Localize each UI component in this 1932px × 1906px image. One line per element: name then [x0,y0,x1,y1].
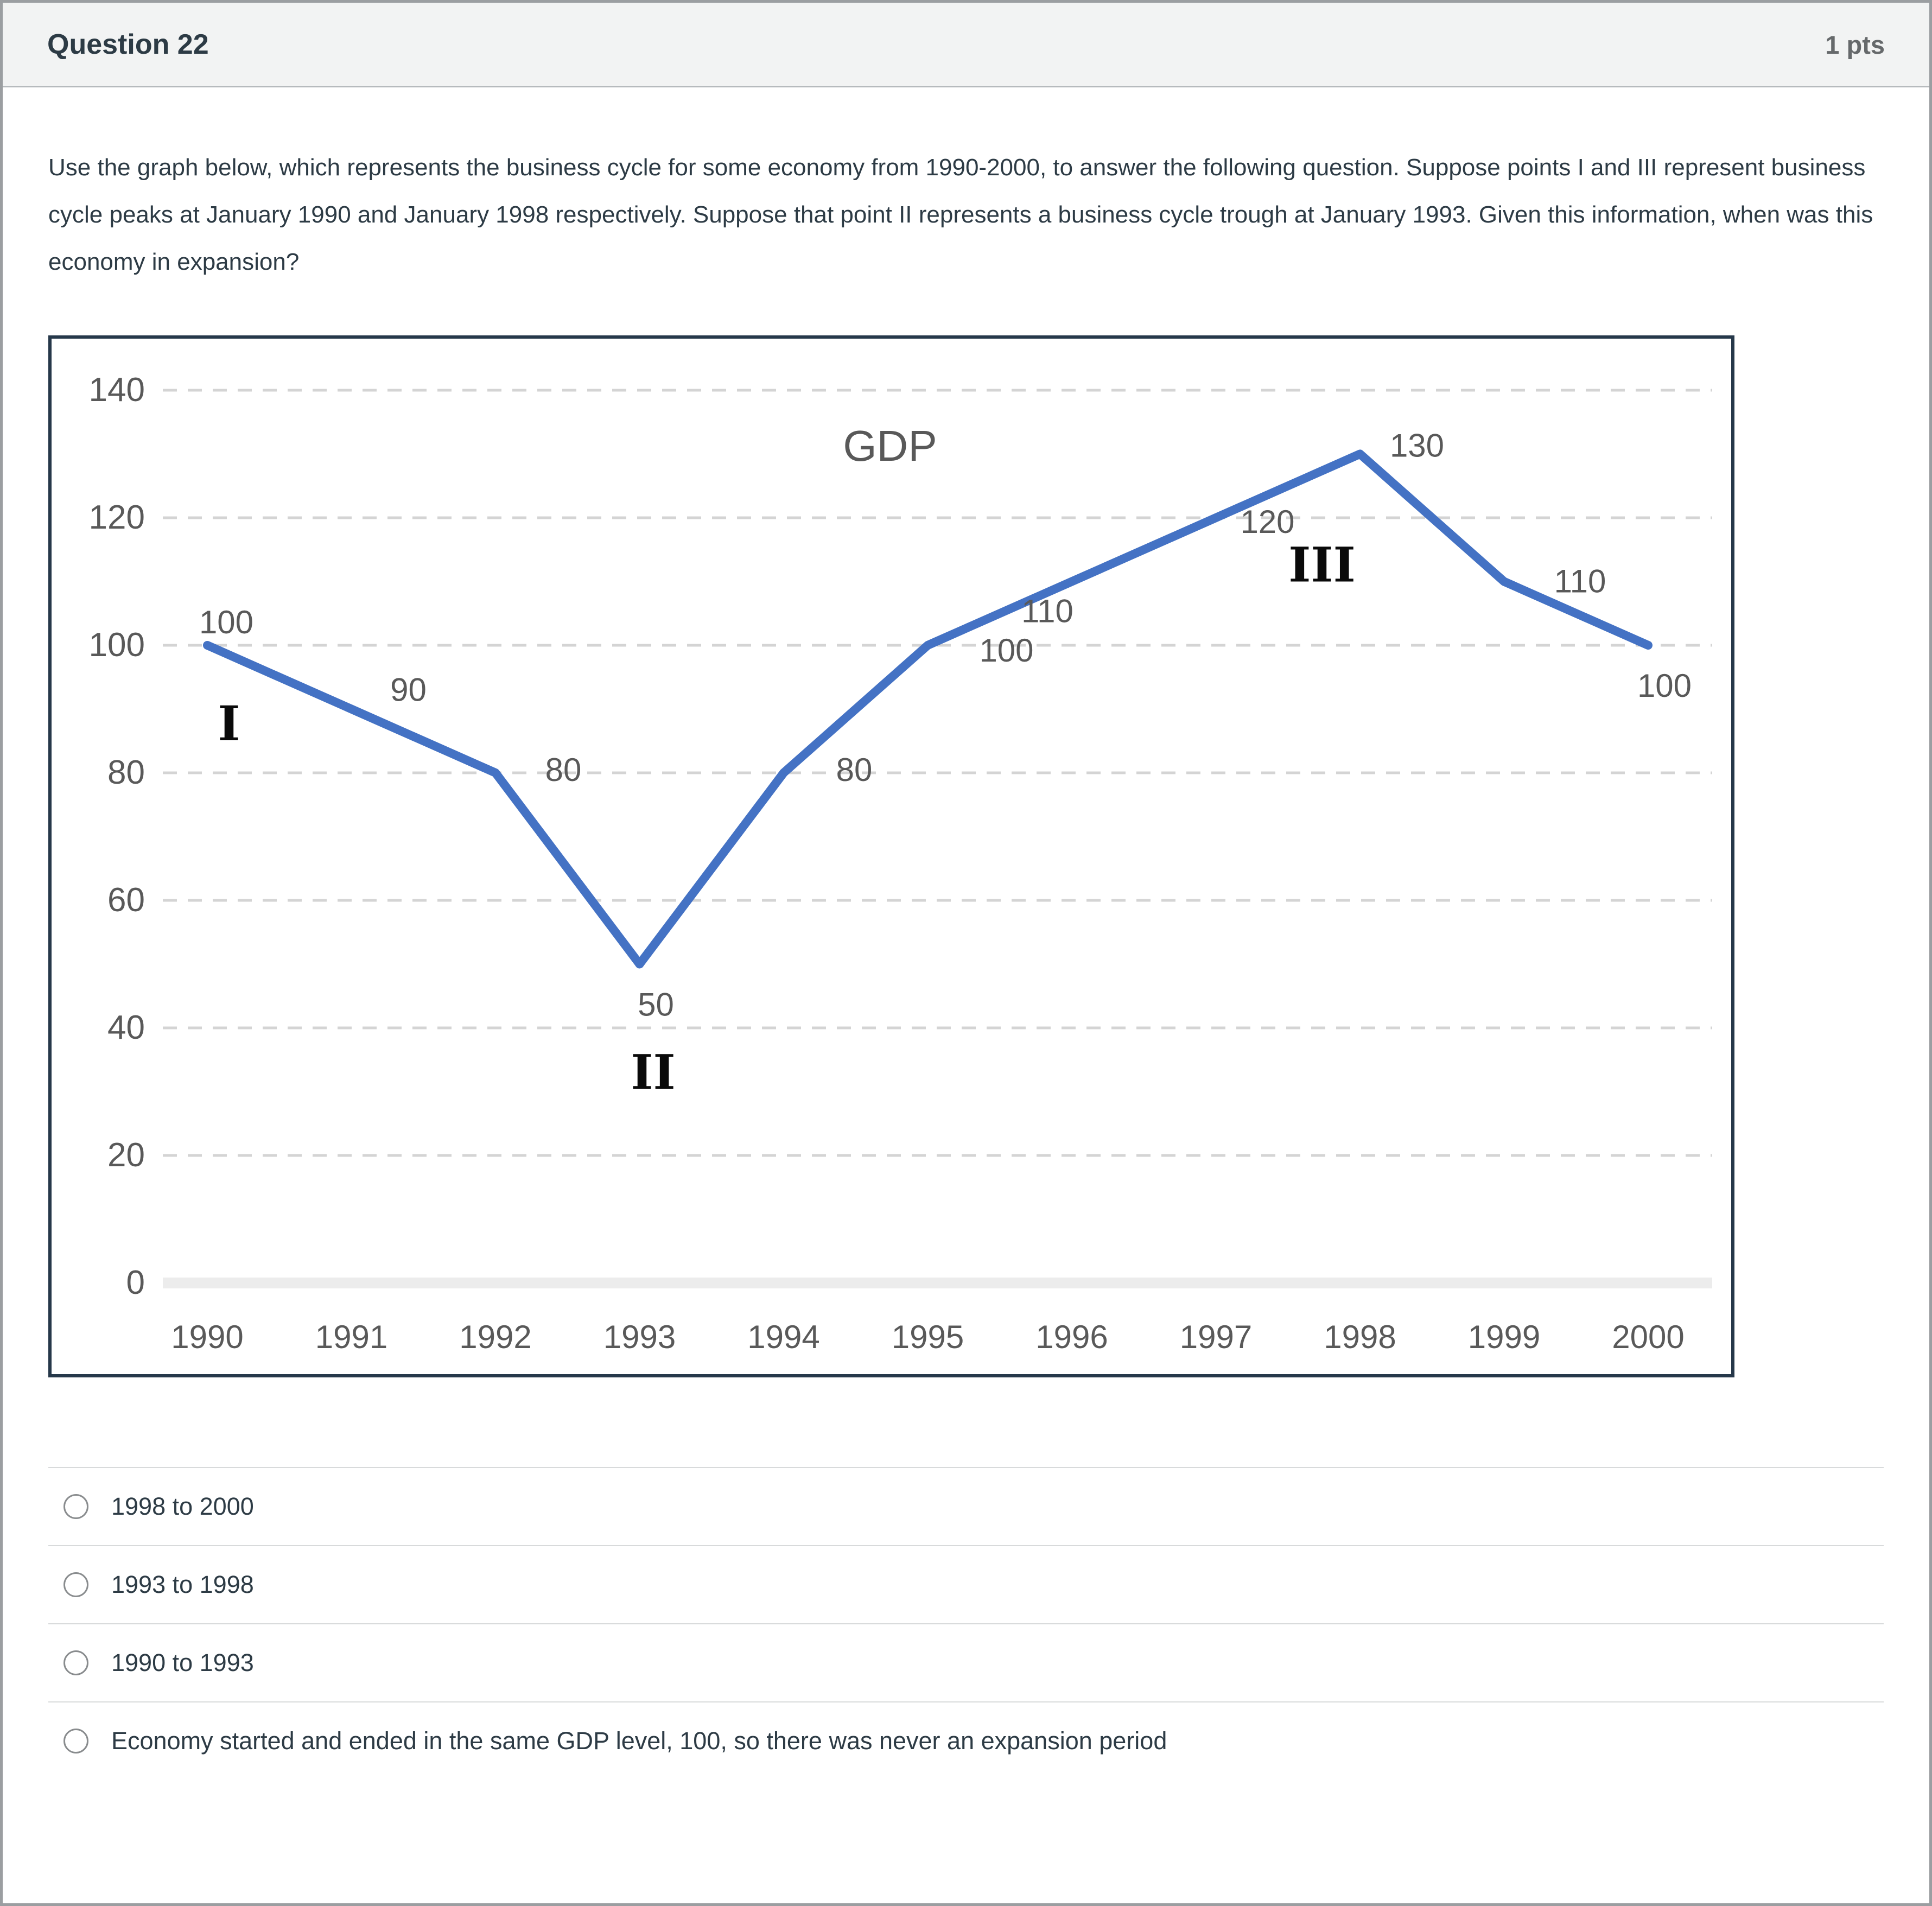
data-point-label-1990: 100 [199,604,253,640]
y-tick-label-140: 140 [89,371,145,409]
question-title: Question 22 [47,29,209,60]
y-tick-label-60: 60 [107,881,145,919]
question-header: Question 22 1 pts [3,3,1929,87]
annotation-III: III [1288,537,1356,593]
option-label-4: Economy started and ended in the same GD… [111,1727,1167,1755]
y-tick-label-100: 100 [89,626,145,664]
option-radio-2[interactable] [63,1572,88,1597]
y-tick-label-40: 40 [107,1009,145,1046]
chart-title: GDP [843,422,937,470]
option-row-1[interactable]: 1998 to 2000 [48,1467,1884,1545]
data-point-label-1993: 50 [638,987,674,1023]
data-point-label-2000: 100 [1637,668,1692,704]
x-tick-label-1994: 1994 [747,1319,819,1355]
y-tick-label-80: 80 [107,754,145,791]
option-row-3[interactable]: 1990 to 1993 [48,1623,1884,1701]
y-tick-label-0: 0 [126,1264,145,1301]
business-cycle-chart: 0 20 40 60 80 100 120 140 1990 1991 1992 1993 1994 19… [89,371,1712,1355]
x-tick-label-1991: 1991 [315,1319,387,1355]
gdp-line-series [203,449,1653,969]
option-label-1: 1998 to 2000 [111,1492,254,1520]
x-tick-label-1995: 1995 [892,1319,964,1355]
x-tick-label-2000: 2000 [1612,1319,1684,1355]
x-tick-label-1993: 1993 [603,1319,676,1355]
data-point-label-1998: 130 [1390,428,1444,464]
data-point-label-1991: 90 [390,672,427,708]
x-tick-label-1996: 1996 [1035,1319,1108,1355]
question-text: Use the graph below, which represents th… [48,154,1873,275]
question-points-badge: 1 pts [1825,30,1885,59]
data-point-label-1996: 110 [1021,593,1073,630]
y-tick-label-120: 120 [89,499,145,536]
answer-options: 1998 to 2000 1993 to 1998 1990 to 1993 E… [48,1467,1884,1780]
option-row-4[interactable]: Economy started and ended in the same GD… [48,1701,1884,1780]
data-point-label-1992: 80 [545,752,582,788]
x-tick-label-1997: 1997 [1180,1319,1252,1355]
option-radio-3[interactable] [63,1650,88,1675]
data-point-label-1997: 120 [1240,504,1294,540]
x-tick-label-1990: 1990 [171,1319,243,1355]
option-radio-1[interactable] [63,1494,88,1519]
option-label-2: 1993 to 1998 [111,1571,254,1598]
x-tick-label-1992: 1992 [459,1319,531,1355]
x-tick-label-1999: 1999 [1468,1319,1540,1355]
chart-figure: 0 20 40 60 80 100 120 140 1990 1991 1992 1993 1994 19… [48,335,1734,1377]
x-tick-label-1998: 1998 [1324,1319,1396,1355]
data-point-label-1995: 100 [979,632,1033,669]
option-radio-4[interactable] [63,1729,88,1753]
annotation-I: I [218,695,240,752]
data-point-label-1994: 80 [836,752,873,788]
annotation-II: II [631,1044,675,1101]
y-tick-label-20: 20 [107,1136,145,1174]
option-label-3: 1990 to 1993 [111,1649,254,1676]
data-point-label-1999: 110 [1554,563,1606,600]
option-row-2[interactable]: 1993 to 1998 [48,1545,1884,1623]
